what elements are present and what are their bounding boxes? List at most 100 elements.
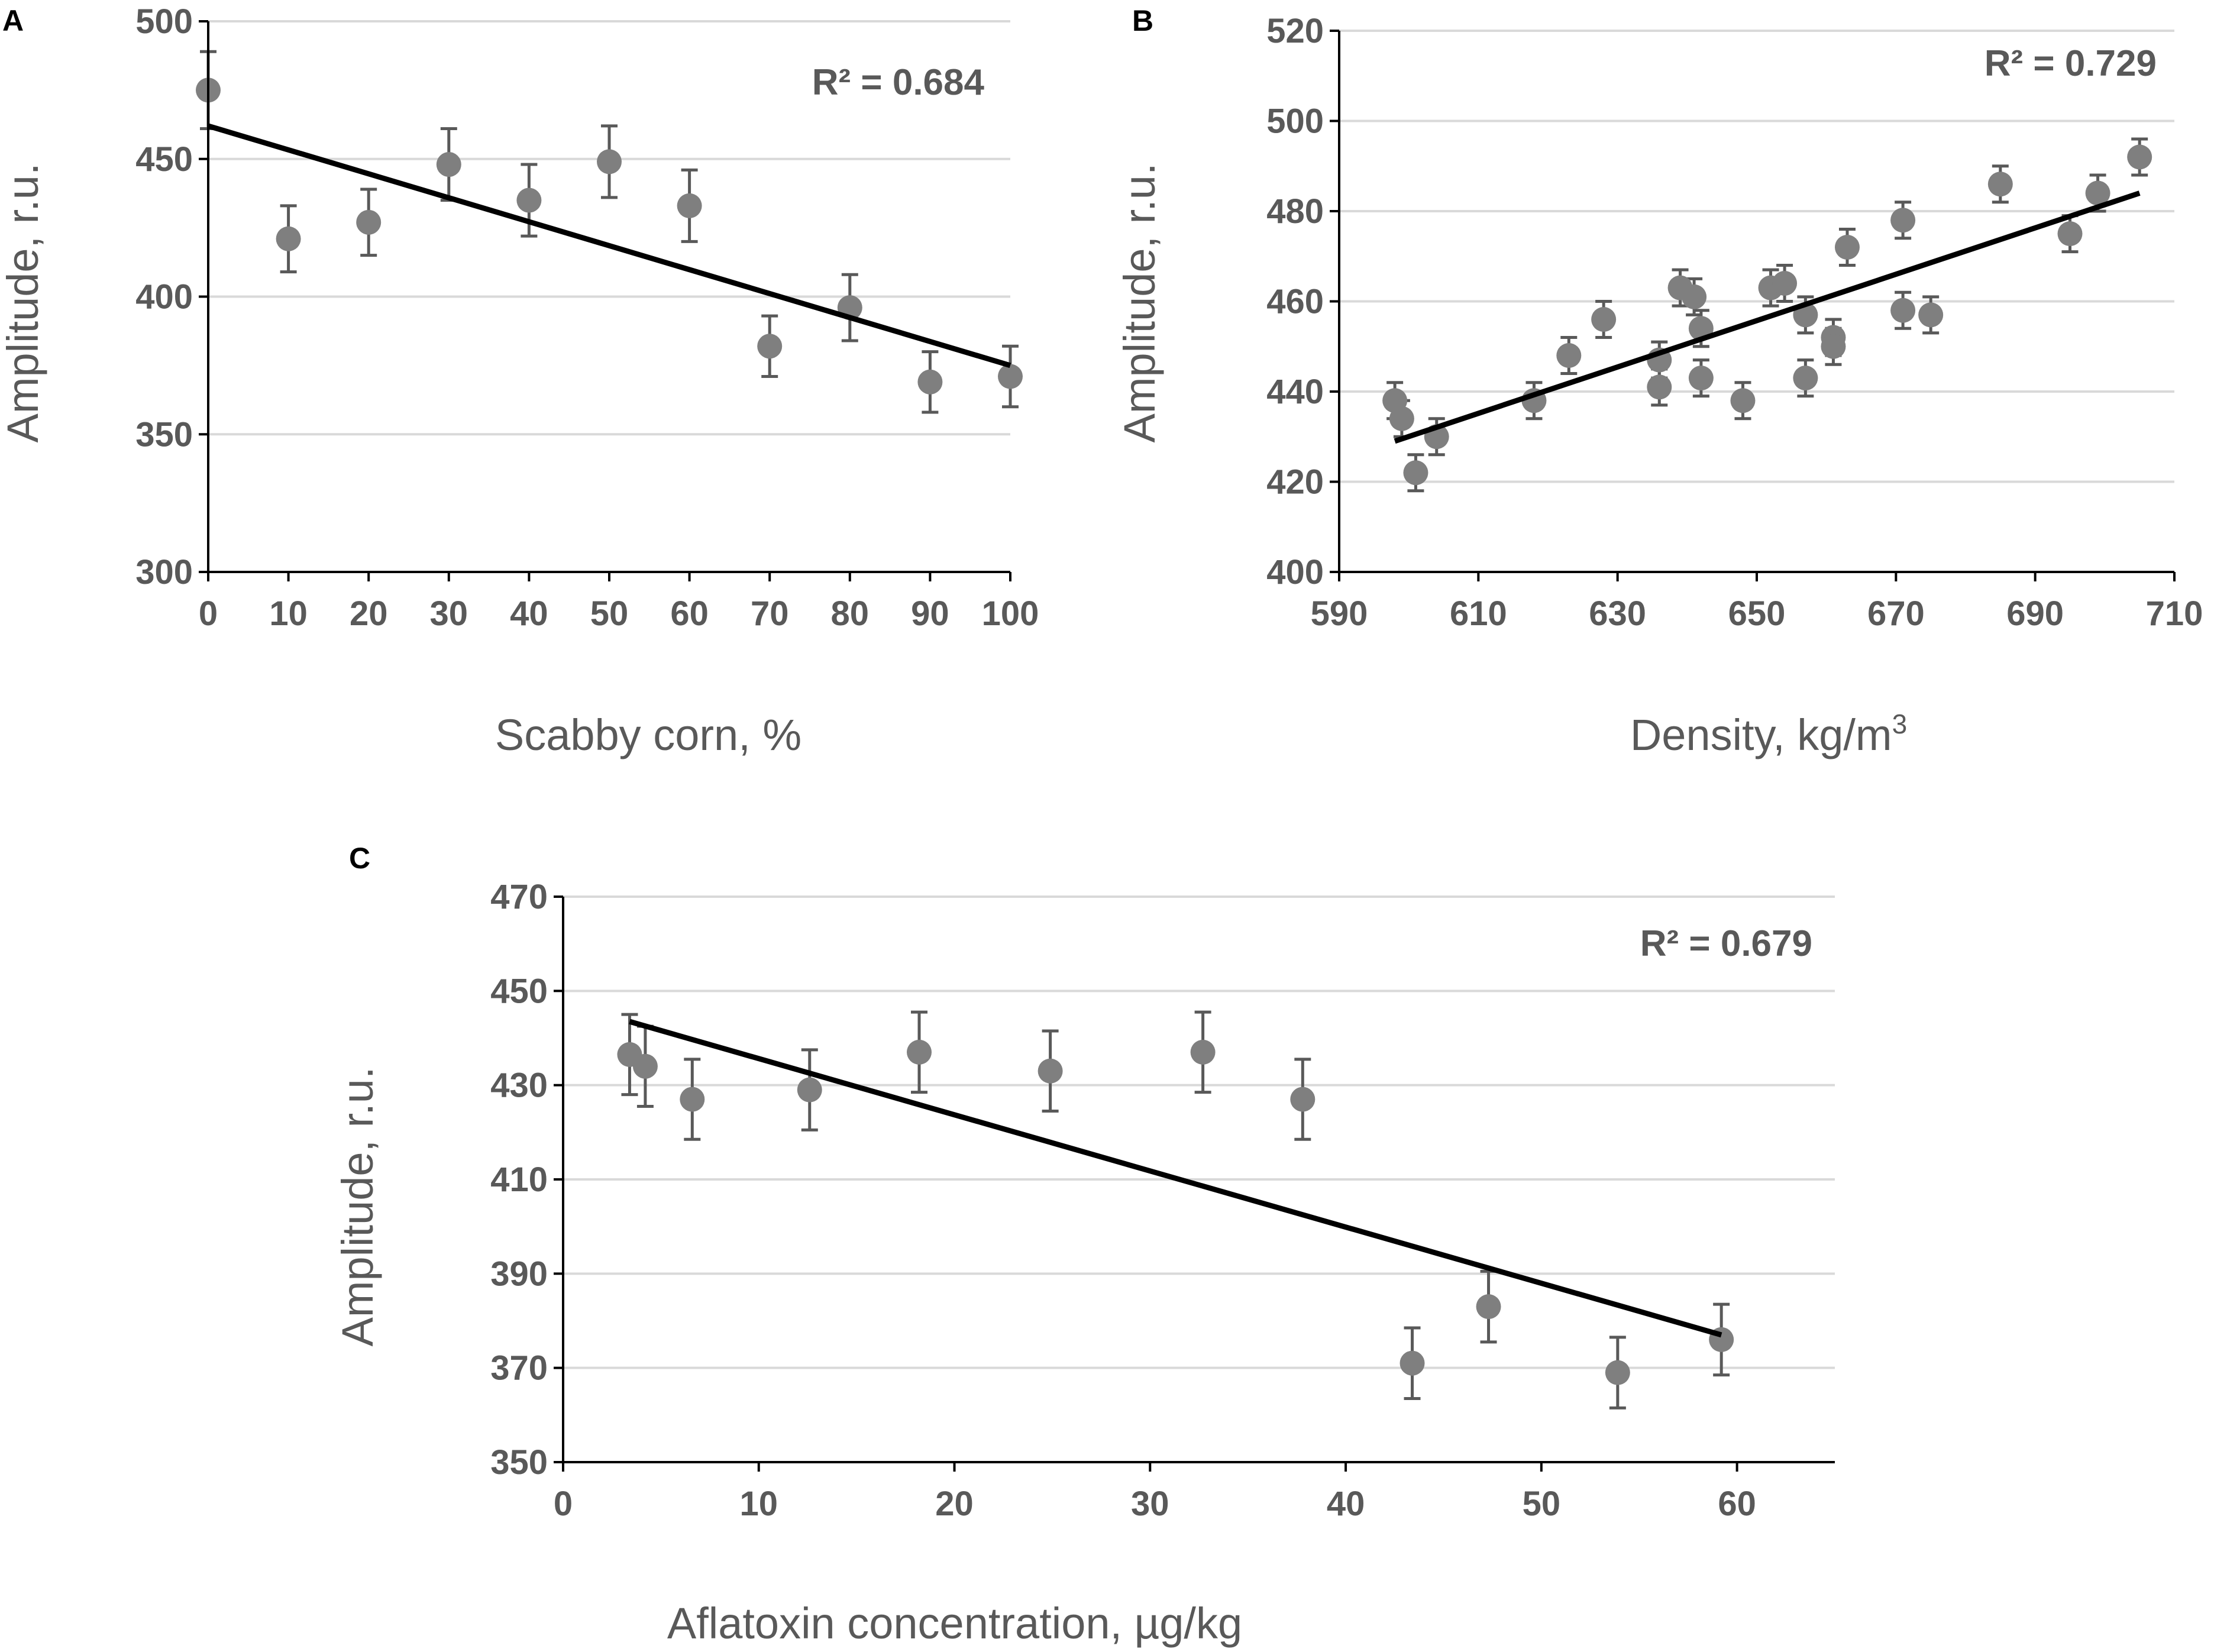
data-point: [1890, 298, 1916, 323]
data-point: [1772, 271, 1798, 296]
data-point: [436, 152, 461, 177]
y-tick-label: 410: [490, 1160, 548, 1199]
x-tick-label: 60: [670, 594, 709, 633]
y-tick-label: 300: [135, 553, 193, 591]
x-tick-label: 90: [911, 594, 949, 633]
data-point: [797, 1077, 822, 1103]
x-tick-label: 610: [1450, 594, 1507, 633]
y-axis-title: Amplitude, r.u.: [333, 1066, 382, 1346]
y-tick-label: 480: [1266, 192, 1324, 231]
data-point: [907, 1039, 932, 1065]
panel-label: C: [349, 842, 370, 875]
data-point: [1037, 1058, 1063, 1084]
x-tick-label: 20: [350, 594, 388, 633]
x-tick-label: 100: [982, 594, 1039, 633]
y-tick-label: 430: [490, 1066, 548, 1105]
y-tick-label: 350: [490, 1443, 548, 1482]
data-point: [917, 369, 943, 395]
data-point: [2085, 180, 2110, 206]
data-point: [1730, 388, 1756, 413]
data-point: [1918, 302, 1944, 328]
x-tick-label: 50: [1523, 1485, 1561, 1523]
y-tick-label: 460: [1266, 283, 1324, 321]
y-tick-label: 450: [135, 140, 193, 179]
data-point: [356, 209, 382, 235]
x-tick-label: 670: [1867, 594, 1925, 633]
data-point: [1890, 208, 1916, 233]
x-tick-label: 0: [554, 1485, 573, 1523]
data-point: [757, 334, 783, 359]
y-tick-label: 420: [1266, 463, 1324, 502]
x-tick-label: 30: [430, 594, 468, 633]
x-tick-label: 80: [831, 594, 870, 633]
panel-c: C 350 370 390 410 430 450 470 0 10 20 30 40 50 60 Am…: [333, 842, 1835, 1648]
y-tick-label: 350: [135, 415, 193, 454]
x-tick-label: 590: [1311, 594, 1368, 633]
data-point: [1389, 406, 1414, 431]
data-point: [677, 193, 702, 218]
panel-b: B 400 420 440 460 480 500 520 590 610 630 650 670 6…: [1115, 4, 2203, 759]
y-tick-label: 500: [1266, 102, 1324, 141]
x-axis-title-text: Density, kg/m: [1630, 710, 1892, 759]
x-tick-label: 0: [199, 594, 218, 633]
panel-label: B: [1132, 4, 1153, 37]
y-tick-label: 500: [135, 2, 193, 41]
x-tick-label: 10: [740, 1485, 778, 1523]
data-point: [2127, 144, 2152, 170]
y-tick-label: 450: [490, 972, 548, 1010]
data-point: [1682, 284, 1707, 309]
x-tick-label: 40: [1327, 1485, 1365, 1523]
data-point: [1591, 307, 1617, 332]
data-point: [1688, 366, 1714, 391]
x-axis-title: Scabby corn, %: [495, 710, 801, 759]
x-tick-label: 630: [1589, 594, 1646, 633]
panel-label: A: [2, 4, 24, 37]
trendline: [1394, 190, 2141, 444]
y-tick-label: 400: [135, 278, 193, 316]
data-point: [1605, 1360, 1630, 1385]
data-point: [998, 364, 1023, 389]
data-point: [2057, 221, 2083, 247]
x-tick-label: 50: [590, 594, 629, 633]
r-squared-label: R² = 0.729: [1984, 43, 2157, 84]
x-tick-label: 40: [510, 594, 548, 633]
x-tick-label: 60: [1718, 1485, 1756, 1523]
x-axis-title: Aflatoxin concentration, µg/kg: [667, 1599, 1242, 1648]
x-tick-label: 650: [1728, 594, 1786, 633]
y-tick-label: 370: [490, 1349, 548, 1388]
trendline: [629, 1019, 1722, 1338]
data-point: [276, 226, 301, 251]
y-tick-label: 390: [490, 1255, 548, 1293]
x-tick-label: 710: [2146, 594, 2203, 633]
y-tick-label: 520: [1266, 12, 1324, 50]
data-point: [632, 1053, 658, 1079]
x-axis-title: Density, kg/m3: [1630, 709, 1907, 759]
x-tick-label: 10: [269, 594, 308, 633]
data-point: [1647, 374, 1672, 400]
data-point: [597, 149, 622, 174]
data-point: [516, 187, 542, 213]
data-point: [1190, 1039, 1216, 1065]
x-tick-label: 20: [935, 1485, 974, 1523]
data-point: [1290, 1087, 1316, 1112]
data-point: [680, 1087, 705, 1112]
data-point: [1987, 172, 2013, 197]
data-point: [1403, 460, 1428, 486]
data-point: [1556, 343, 1582, 368]
data-point: [1834, 235, 1860, 260]
y-axis-title: Amplitude, r.u.: [0, 163, 47, 442]
r-squared-label: R² = 0.679: [1640, 923, 1812, 964]
data-point: [1476, 1294, 1501, 1320]
y-tick-label: 400: [1266, 553, 1324, 591]
x-tick-label: 70: [751, 594, 789, 633]
y-tick-label: 440: [1266, 373, 1324, 411]
data-point: [1793, 366, 1818, 391]
panel-a: A 300 350 400 450 500 0 10 20 30 40 50 60 70 80 90 100…: [0, 2, 1039, 759]
r-squared-label: R² = 0.684: [812, 62, 985, 103]
y-tick-label: 470: [490, 878, 548, 916]
x-tick-label: 690: [2006, 594, 2064, 633]
data-point: [1821, 334, 1846, 359]
x-tick-label: 30: [1131, 1485, 1169, 1523]
y-axis-title: Amplitude, r.u.: [1115, 163, 1164, 442]
